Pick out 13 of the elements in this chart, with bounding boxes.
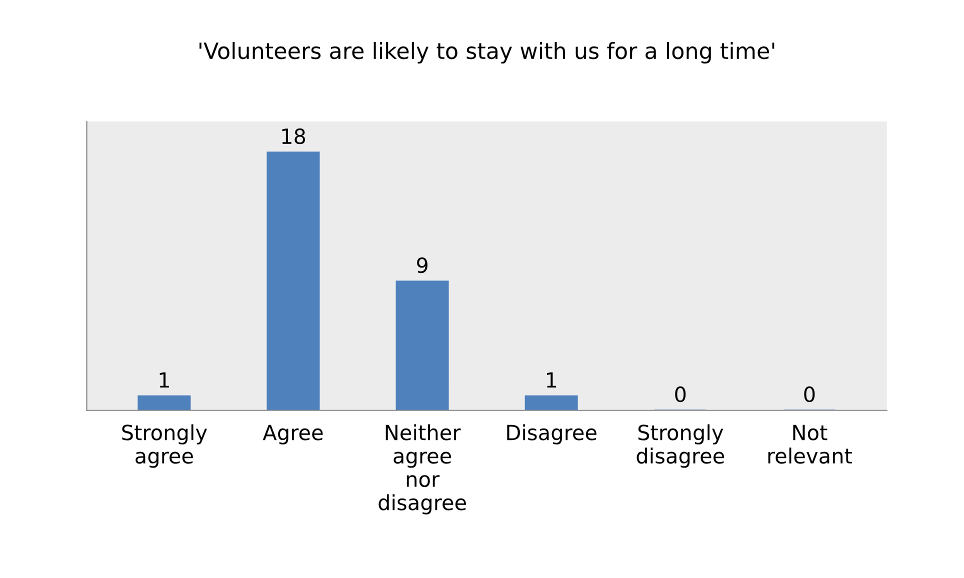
x-tick-label: Strongly disagree bbox=[636, 424, 724, 468]
x-tick-label: Neither agree nor disagree bbox=[378, 424, 466, 514]
data-label: 9 bbox=[416, 257, 428, 274]
data-label: 18 bbox=[282, 128, 306, 144]
x-tick-label: Strongly agree bbox=[122, 424, 207, 468]
data-label: 1 bbox=[547, 372, 556, 388]
x-tick-label: Agree bbox=[262, 424, 323, 444]
data-label: 0 bbox=[804, 386, 815, 402]
x-tick-label: Disagree bbox=[507, 424, 596, 444]
data-label: 0 bbox=[675, 386, 686, 402]
chart-title: 'Volunteers are likely to stay with us for a long time' bbox=[200, 42, 774, 64]
x-tick-label: Not relevant bbox=[768, 424, 852, 464]
data-label: 1 bbox=[160, 372, 169, 388]
